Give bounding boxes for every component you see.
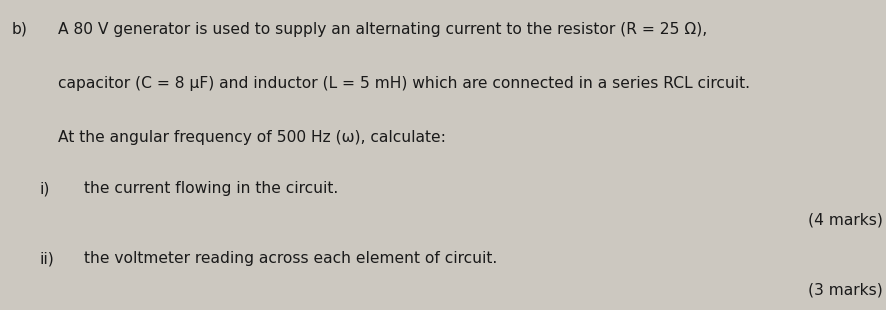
Text: i): i) <box>40 181 51 196</box>
Text: At the angular frequency of 500 Hz (ω), calculate:: At the angular frequency of 500 Hz (ω), … <box>58 130 445 145</box>
Text: ii): ii) <box>40 251 55 266</box>
Text: the voltmeter reading across each element of circuit.: the voltmeter reading across each elemen… <box>84 251 497 266</box>
Text: the current flowing in the circuit.: the current flowing in the circuit. <box>84 181 338 196</box>
Text: capacitor (C = 8 μF) and inductor (L = 5 mH) which are connected in a series RCL: capacitor (C = 8 μF) and inductor (L = 5… <box>58 76 749 91</box>
Text: A 80 V generator is used to supply an alternating current to the resistor (R = 2: A 80 V generator is used to supply an al… <box>58 22 706 37</box>
Text: (3 marks): (3 marks) <box>807 282 882 297</box>
Text: (4 marks): (4 marks) <box>807 212 882 227</box>
Text: b): b) <box>12 22 27 37</box>
